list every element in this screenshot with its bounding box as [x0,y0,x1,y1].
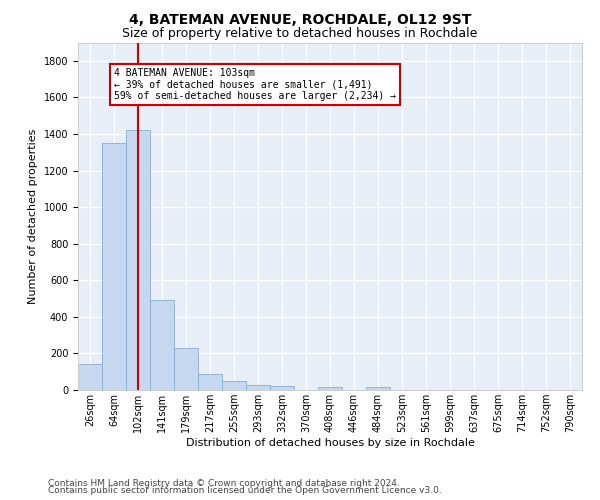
X-axis label: Distribution of detached houses by size in Rochdale: Distribution of detached houses by size … [185,438,475,448]
Text: 4 BATEMAN AVENUE: 103sqm
← 39% of detached houses are smaller (1,491)
59% of sem: 4 BATEMAN AVENUE: 103sqm ← 39% of detach… [114,68,396,102]
Text: Contains HM Land Registry data © Crown copyright and database right 2024.: Contains HM Land Registry data © Crown c… [48,478,400,488]
Bar [366,388,390,390]
Bar [318,388,342,390]
Bar [198,374,222,390]
Bar [246,384,270,390]
Bar [222,381,246,390]
Text: Contains public sector information licensed under the Open Government Licence v3: Contains public sector information licen… [48,486,442,495]
Bar [102,143,126,390]
Bar [270,386,294,390]
Bar [150,300,174,390]
Text: 4, BATEMAN AVENUE, ROCHDALE, OL12 9ST: 4, BATEMAN AVENUE, ROCHDALE, OL12 9ST [129,12,471,26]
Text: Size of property relative to detached houses in Rochdale: Size of property relative to detached ho… [122,28,478,40]
Bar [174,348,198,390]
Y-axis label: Number of detached properties: Number of detached properties [28,128,38,304]
Bar [78,364,102,390]
Bar [126,130,150,390]
